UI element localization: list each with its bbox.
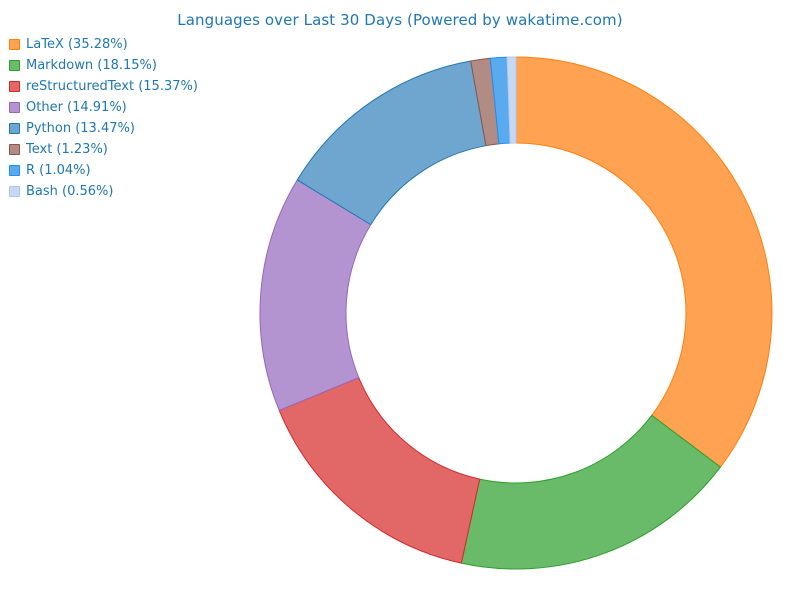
slice-restructuredtext[interactable] [278,376,481,564]
legend-swatch [9,102,20,113]
legend-item-restructuredtext[interactable]: reStructuredText (15.37%) [9,76,198,97]
legend-item-markdown[interactable]: Markdown (18.15%) [9,55,198,76]
legend-label: Text (1.23%) [26,142,108,157]
legend-swatch [9,39,20,50]
legend-swatch [9,81,20,92]
legend-swatch [9,186,20,197]
legend-swatch [9,144,20,155]
legend-label: Bash (0.56%) [26,184,114,199]
slice-markdown[interactable] [460,414,722,570]
chart-legend: LaTeX (35.28%) Markdown (18.15%) reStruc… [9,34,198,202]
legend-label: reStructuredText (15.37%) [26,79,198,94]
legend-item-r[interactable]: R (1.04%) [9,160,198,181]
legend-item-other[interactable]: Other (14.91%) [9,97,198,118]
legend-swatch [9,123,20,134]
legend-label: Python (13.47%) [26,121,135,136]
legend-label: LaTeX (35.28%) [26,37,128,52]
legend-item-text[interactable]: Text (1.23%) [9,139,198,160]
legend-item-bash[interactable]: Bash (0.56%) [9,181,198,202]
legend-swatch [9,60,20,71]
slice-bash[interactable] [506,56,517,144]
legend-label: Other (14.91%) [26,100,127,115]
legend-item-latex[interactable]: LaTeX (35.28%) [9,34,198,55]
legend-item-python[interactable]: Python (13.47%) [9,118,198,139]
slice-latex[interactable] [515,56,773,468]
legend-label: Markdown (18.15%) [26,58,157,73]
legend-label: R (1.04%) [26,163,91,178]
legend-swatch [9,165,20,176]
chart-title: Languages over Last 30 Days (Powered by … [177,11,623,29]
